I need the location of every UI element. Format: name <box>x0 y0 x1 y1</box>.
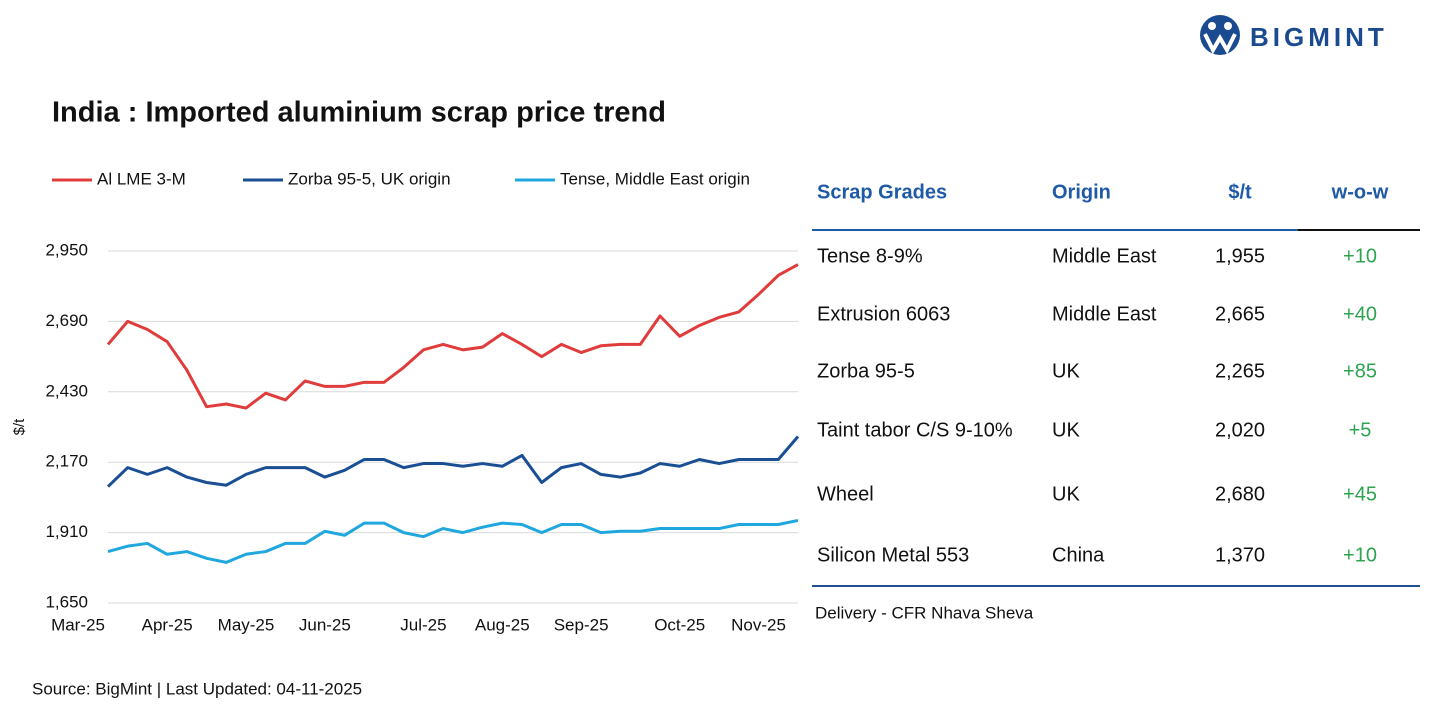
logo-icon <box>1200 15 1240 55</box>
y-tick-label: 2,950 <box>45 240 88 259</box>
y-tick-label: 1,650 <box>45 592 88 611</box>
table-change: +40 <box>1343 303 1377 325</box>
table-cell: 1,955 <box>1215 245 1265 267</box>
y-tick-label: 2,170 <box>45 452 88 471</box>
chart-title: India : Imported aluminium scrap price t… <box>52 97 666 129</box>
table-cell: 2,020 <box>1215 419 1265 441</box>
table-cell: 1,370 <box>1215 544 1265 566</box>
x-tick-label: May-25 <box>218 615 275 634</box>
table-note: Delivery - CFR Nhava Sheva <box>815 603 1034 622</box>
table-cell: 2,680 <box>1215 483 1265 505</box>
table-cell: 2,665 <box>1215 303 1265 325</box>
x-tick-label: Aug-25 <box>475 615 530 634</box>
series-line <box>107 518 799 564</box>
table-change: +85 <box>1343 360 1377 382</box>
y-tick-label: 2,430 <box>45 381 88 400</box>
x-tick-label: Jun-25 <box>299 615 351 634</box>
table-cell: UK <box>1052 360 1080 382</box>
table-header: w-o-w <box>1331 181 1389 203</box>
series-line <box>106 263 799 410</box>
table-cell: Middle East <box>1052 303 1157 325</box>
y-tick-label: 1,910 <box>45 522 88 541</box>
x-tick-label: Jul-25 <box>400 615 446 634</box>
source: Source: BigMint | Last Updated: 04-11-20… <box>32 679 362 698</box>
table-cell: UK <box>1052 483 1080 505</box>
y-axis-label: $/t <box>11 418 28 436</box>
table-change: +10 <box>1343 544 1377 566</box>
table-cell: Extrusion 6063 <box>817 303 950 325</box>
table-header: Scrap Grades <box>817 181 947 203</box>
table-cell: Zorba 95-5 <box>817 360 915 382</box>
table-cell: Tense 8-9% <box>817 245 923 267</box>
legend-label: Al LME 3-M <box>97 169 186 188</box>
series-line <box>106 435 800 488</box>
table-header: Origin <box>1052 181 1111 203</box>
x-tick-label: Oct-25 <box>654 615 705 634</box>
legend-label: Zorba 95-5, UK origin <box>288 169 451 188</box>
table-cell: China <box>1052 544 1105 566</box>
table-cell: Taint tabor C/S 9-10% <box>817 419 1013 441</box>
table-cell: Silicon Metal 553 <box>817 544 969 566</box>
x-tick-label: Nov-25 <box>731 615 786 634</box>
table-cell: 2,265 <box>1215 360 1265 382</box>
table-cell: Middle East <box>1052 245 1157 267</box>
table-change: +5 <box>1349 419 1372 441</box>
table-change: +45 <box>1343 483 1377 505</box>
legend-label: Tense, Middle East origin <box>560 169 750 188</box>
table-change: +10 <box>1343 245 1377 267</box>
logo-text: BIGMINT <box>1250 22 1388 52</box>
y-tick-label: 2,690 <box>45 311 88 330</box>
table-cell: Wheel <box>817 483 874 505</box>
x-tick-label: Mar-25 <box>51 615 105 634</box>
table-cell: UK <box>1052 419 1080 441</box>
x-tick-label: Sep-25 <box>554 615 609 634</box>
table-header: $/t <box>1228 181 1252 203</box>
x-tick-label: Apr-25 <box>142 615 193 634</box>
